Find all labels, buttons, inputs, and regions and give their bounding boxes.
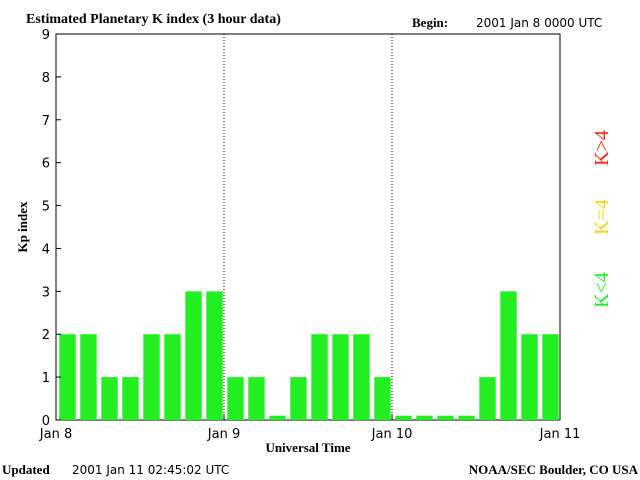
begin-label: Begin: [412,15,448,30]
y-tick-label-1: 1 [42,371,50,386]
kp-bar-3 [122,377,139,420]
y-tick-label-8: 8 [42,71,50,86]
y-tick-label-5: 5 [42,200,50,215]
kp-bar-12 [311,334,328,420]
legend-high: K>4 [591,130,613,166]
kp-bar-9 [248,377,265,420]
y-axis-label: Kp index [15,201,30,252]
credit-text: NOAA/SEC Boulder, CO USA [469,462,639,477]
kp-bar-20 [479,377,496,420]
plot-frame [55,33,561,421]
kp-bar-7 [206,291,223,420]
legend-mid: K=4 [591,199,613,235]
chart-title: Estimated Planetary K index (3 hour data… [26,12,281,27]
kp-bar-11 [290,377,307,420]
kp-bar-21 [500,291,517,420]
kp-bar-4 [143,334,160,420]
kp-bar-10 [269,415,286,420]
kp-bar-1 [80,334,97,420]
y-axis-ticks: 0 1 2 3 4 5 6 7 8 9 [42,28,61,429]
kp-bar-22 [521,334,538,420]
updated-value: 2001 Jan 11 02:45:02 UTC [72,463,229,477]
kp-bar-5 [164,334,181,420]
y-tick-label-7: 7 [42,114,50,129]
kp-bar-19 [458,415,475,420]
kp-bar-6 [185,291,202,420]
kp-bar-17 [416,415,433,420]
day-separators [223,34,393,420]
kp-bar-23 [542,334,559,420]
y-tick-label-9: 9 [42,28,50,43]
y-tick-label-6: 6 [42,157,50,172]
kp-bar-13 [332,334,349,420]
kp-bar-2 [101,377,118,420]
y-tick-label-3: 3 [42,285,50,300]
legend-low: K<4 [591,272,613,308]
x-axis-label: Universal Time [265,440,350,455]
x-axis-ticks: Jan 8 Jan 9 Jan 10 Jan 11 [39,414,581,442]
kp-bar-8 [227,377,244,420]
y-tick-label-0: 0 [42,414,50,429]
updated-label: Updated [2,462,50,477]
x-tick-label-1: Jan 9 [207,427,240,442]
kp-bar-15 [374,377,391,420]
x-tick-label-3: Jan 11 [539,427,581,442]
kp-bar-18 [437,415,454,420]
kp-bar-16 [395,415,412,420]
kp-bar-0 [59,334,76,420]
x-tick-label-2: Jan 10 [371,427,413,442]
y-tick-label-2: 2 [42,328,50,343]
begin-value: 2001 Jan 8 0000 UTC [476,16,602,30]
kp-bars [59,291,559,420]
kp-bar-14 [353,334,370,420]
x-tick-label-0: Jan 8 [39,427,72,442]
y-tick-label-4: 4 [42,242,50,257]
